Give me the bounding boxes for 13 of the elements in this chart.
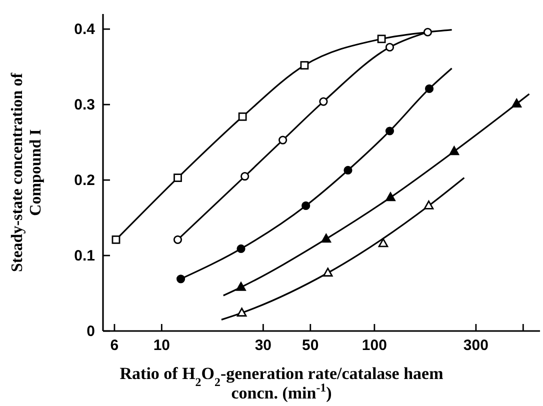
- x-tick-label: 300: [463, 337, 488, 354]
- x-axis-title: Ratio of H$_{2}$O$_{2}$-generation rate/catalase haem concn. (min$^{-1}$): [120, 364, 444, 403]
- y-tick-label: 0.4: [74, 21, 96, 38]
- y-tick-label: 0: [86, 323, 95, 340]
- x-tick-label: 10: [153, 337, 170, 354]
- y-axis-title: Steady-state concentration of Compound I: [9, 72, 44, 272]
- y-tick-label: 0.2: [74, 172, 95, 190]
- x-tick-label: 6: [110, 337, 119, 354]
- x-tick-label: 50: [302, 337, 319, 354]
- y-tick-label: 0.3: [74, 96, 95, 114]
- x-tick-label: 100: [362, 337, 387, 354]
- y-tick-label: 0.1: [74, 248, 95, 265]
- x-tick-label: 30: [254, 337, 272, 354]
